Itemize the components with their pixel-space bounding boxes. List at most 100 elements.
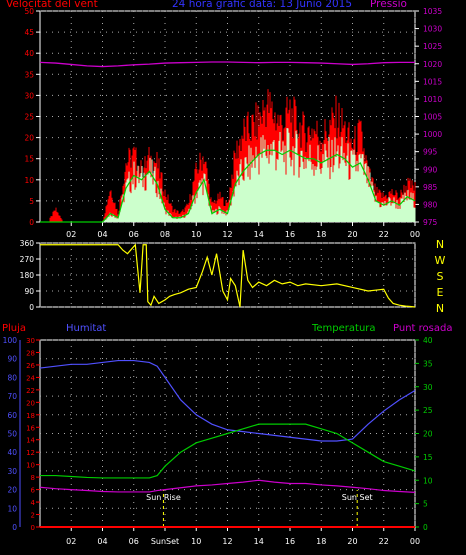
header-left: Velocitat del vent — [6, 0, 98, 10]
sunset-label: Sun Set — [342, 493, 373, 502]
rain-axis-title: Pluja — [2, 323, 26, 334]
direction-series — [40, 243, 416, 308]
header-right: Pressio — [370, 0, 407, 10]
pressure-tick-label: 985 — [423, 183, 438, 192]
rain-tick-label: 30 — [26, 337, 35, 345]
climate-x-tick-label: 02 — [66, 537, 76, 546]
pressure-tick-label: 1000 — [423, 130, 442, 139]
humidity-tick-label: 90 — [7, 355, 17, 364]
pressure-tick-label: 995 — [423, 148, 438, 157]
sunrise-label: Sun Rise — [146, 493, 181, 502]
compass-label: N — [436, 302, 444, 315]
temperature-tick-label: 0 — [423, 523, 428, 532]
wind-tick-label: 30 — [24, 91, 34, 100]
climate-x-tick-label: 16 — [285, 537, 295, 546]
rain-tick-label: 24 — [26, 374, 35, 382]
wind-x-tick-label: 02 — [66, 230, 76, 239]
temperature-tick-label: 5 — [423, 500, 428, 509]
wind-x-tick-label: 00 — [410, 230, 420, 239]
compass-label: S — [437, 270, 444, 283]
wind-x-tick-label: 06 — [129, 230, 139, 239]
wind-x-tick-label: 10 — [191, 230, 201, 239]
rain-tick-label: 2 — [31, 512, 35, 520]
humidity-tick-label: 30 — [7, 467, 17, 476]
wind-x-tick-label: 14 — [254, 230, 264, 239]
pressure-series — [39, 61, 415, 68]
wind-x-tick-label: 20 — [347, 230, 357, 239]
pressure-tick-label: 975 — [423, 218, 438, 227]
pressure-tick-label: 990 — [423, 165, 438, 174]
climate-x-tick-label: 22 — [379, 537, 389, 546]
wind-x-tick-label: 16 — [285, 230, 295, 239]
series-humitat — [39, 359, 416, 442]
rain-tick-label: 22 — [26, 387, 35, 395]
humidity-axis-title: Humitat — [66, 323, 106, 334]
wind-tick-label: 25 — [24, 113, 34, 122]
temperature-tick-label: 25 — [423, 406, 433, 415]
rain-tick-label: 14 — [26, 437, 35, 445]
humidity-tick-label: 60 — [7, 411, 17, 420]
climate-x-tick-label: 04 — [97, 537, 107, 546]
wind-tick-label: 35 — [24, 70, 34, 79]
rain-tick-label: 10 — [26, 462, 35, 470]
climate-x-tick-label: 12 — [222, 537, 232, 546]
wind-x-tick-label: 22 — [379, 230, 389, 239]
pressure-tick-label: 1025 — [423, 42, 442, 51]
direction-tick-label: 360 — [20, 239, 35, 248]
direction-tick-label: 180 — [20, 271, 35, 280]
wind-tick-label: 5 — [29, 197, 34, 206]
temperature-axis-title: Temperatura — [311, 323, 376, 334]
humidity-tick-label: 80 — [7, 373, 17, 382]
temperature-tick-label: 35 — [423, 359, 433, 368]
climate-x-tick-label: 14 — [254, 537, 264, 546]
direction-tick-label: 90 — [24, 287, 34, 296]
pressure-tick-label: 1020 — [423, 60, 442, 69]
wind-average-series — [40, 149, 416, 223]
pressure-tick-label: 1030 — [423, 25, 442, 34]
wind-tick-label: 0 — [29, 218, 34, 227]
rain-tick-label: 20 — [26, 399, 35, 407]
temperature-tick-label: 30 — [423, 383, 433, 392]
rain-tick-label: 6 — [31, 487, 36, 495]
pressure-tick-label: 1005 — [423, 113, 442, 122]
humidity-tick-label: 70 — [7, 392, 17, 401]
chart-title: 24 hora grafic data: 13 Junio 2015 — [172, 0, 353, 10]
wind-tick-label: 10 — [24, 176, 34, 185]
climate-x-tick-label: 00 — [410, 537, 420, 546]
rain-tick-label: 26 — [26, 362, 35, 370]
humidity-tick-label: 40 — [7, 448, 17, 457]
humidity-tick-label: 0 — [12, 523, 17, 532]
temperature-tick-label: 20 — [423, 430, 433, 439]
pressure-tick-label: 980 — [423, 200, 438, 209]
rain-tick-label: 4 — [31, 499, 36, 507]
temperature-tick-label: 40 — [423, 336, 433, 345]
rain-tick-label: 16 — [26, 424, 35, 432]
pressure-tick-label: 1015 — [423, 77, 442, 86]
temperature-tick-label: 15 — [423, 453, 433, 462]
temperature-tick-label: 10 — [423, 476, 433, 485]
direction-tick-label: 0 — [29, 303, 34, 312]
wind-tick-label: 45 — [24, 28, 34, 37]
dewpoint-axis-title: Punt rosada — [393, 323, 452, 334]
climate-x-tick-label: 06 — [129, 537, 139, 546]
direction-tick-label: 270 — [20, 255, 35, 264]
humidity-tick-label: 50 — [7, 430, 17, 439]
compass-label: W — [435, 254, 446, 267]
climate-x-tick-label: 10 — [191, 537, 201, 546]
series-punt-rosada — [39, 479, 416, 494]
pressure-tick-label: 1035 — [423, 7, 442, 16]
pressure-tick-label: 1010 — [423, 95, 442, 104]
rain-tick-label: 28 — [26, 349, 35, 357]
humidity-tick-label: 20 — [7, 486, 17, 495]
rain-tick-label: 0 — [31, 524, 35, 532]
wind-x-tick-label: 12 — [222, 230, 232, 239]
rain-tick-label: 12 — [26, 449, 35, 457]
wind-tick-label: 20 — [24, 134, 34, 143]
humidity-tick-label: 10 — [7, 504, 17, 513]
humidity-tick-label: 100 — [3, 336, 18, 345]
wind-tick-label: 40 — [24, 49, 34, 58]
wind-x-tick-label: 04 — [97, 230, 107, 239]
compass-label: E — [437, 286, 444, 299]
series-temperatura — [40, 423, 416, 479]
